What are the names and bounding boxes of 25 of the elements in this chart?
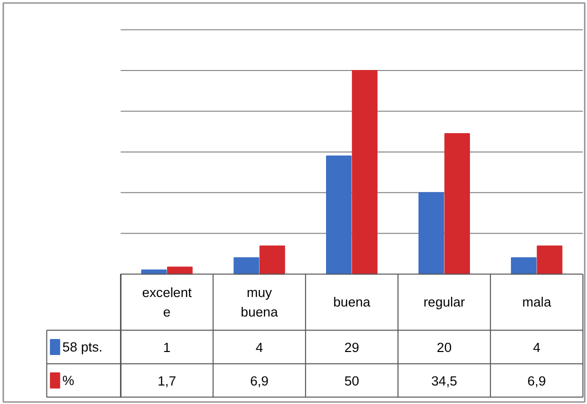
bar [536, 245, 562, 275]
data-label: 6,9 [250, 373, 269, 388]
data-label: 20 [436, 340, 452, 355]
data-label: 34,5 [431, 373, 458, 388]
data-label: 4 [532, 340, 541, 355]
data-label: 1 [163, 340, 171, 355]
data-label: 1,7 [158, 373, 176, 388]
x-tick-label: mala [522, 294, 552, 310]
data-label: 6,9 [527, 373, 546, 388]
legend-label: 58 pts. [62, 339, 102, 354]
x-tick-label: excelente [142, 284, 192, 320]
bar [326, 156, 352, 275]
x-tick-label: regular [423, 294, 466, 310]
bar [418, 192, 444, 275]
data-label: 4 [256, 340, 264, 355]
x-tick-label: buena [333, 294, 371, 310]
x-tick-label: muy buena [240, 284, 278, 320]
legend-label: % [62, 372, 74, 388]
bar [444, 133, 470, 275]
bar [352, 70, 378, 275]
bar [259, 245, 286, 275]
data-label: 50 [344, 373, 360, 388]
data-label: 29 [344, 340, 360, 355]
bar [510, 257, 537, 275]
bar [234, 257, 260, 275]
